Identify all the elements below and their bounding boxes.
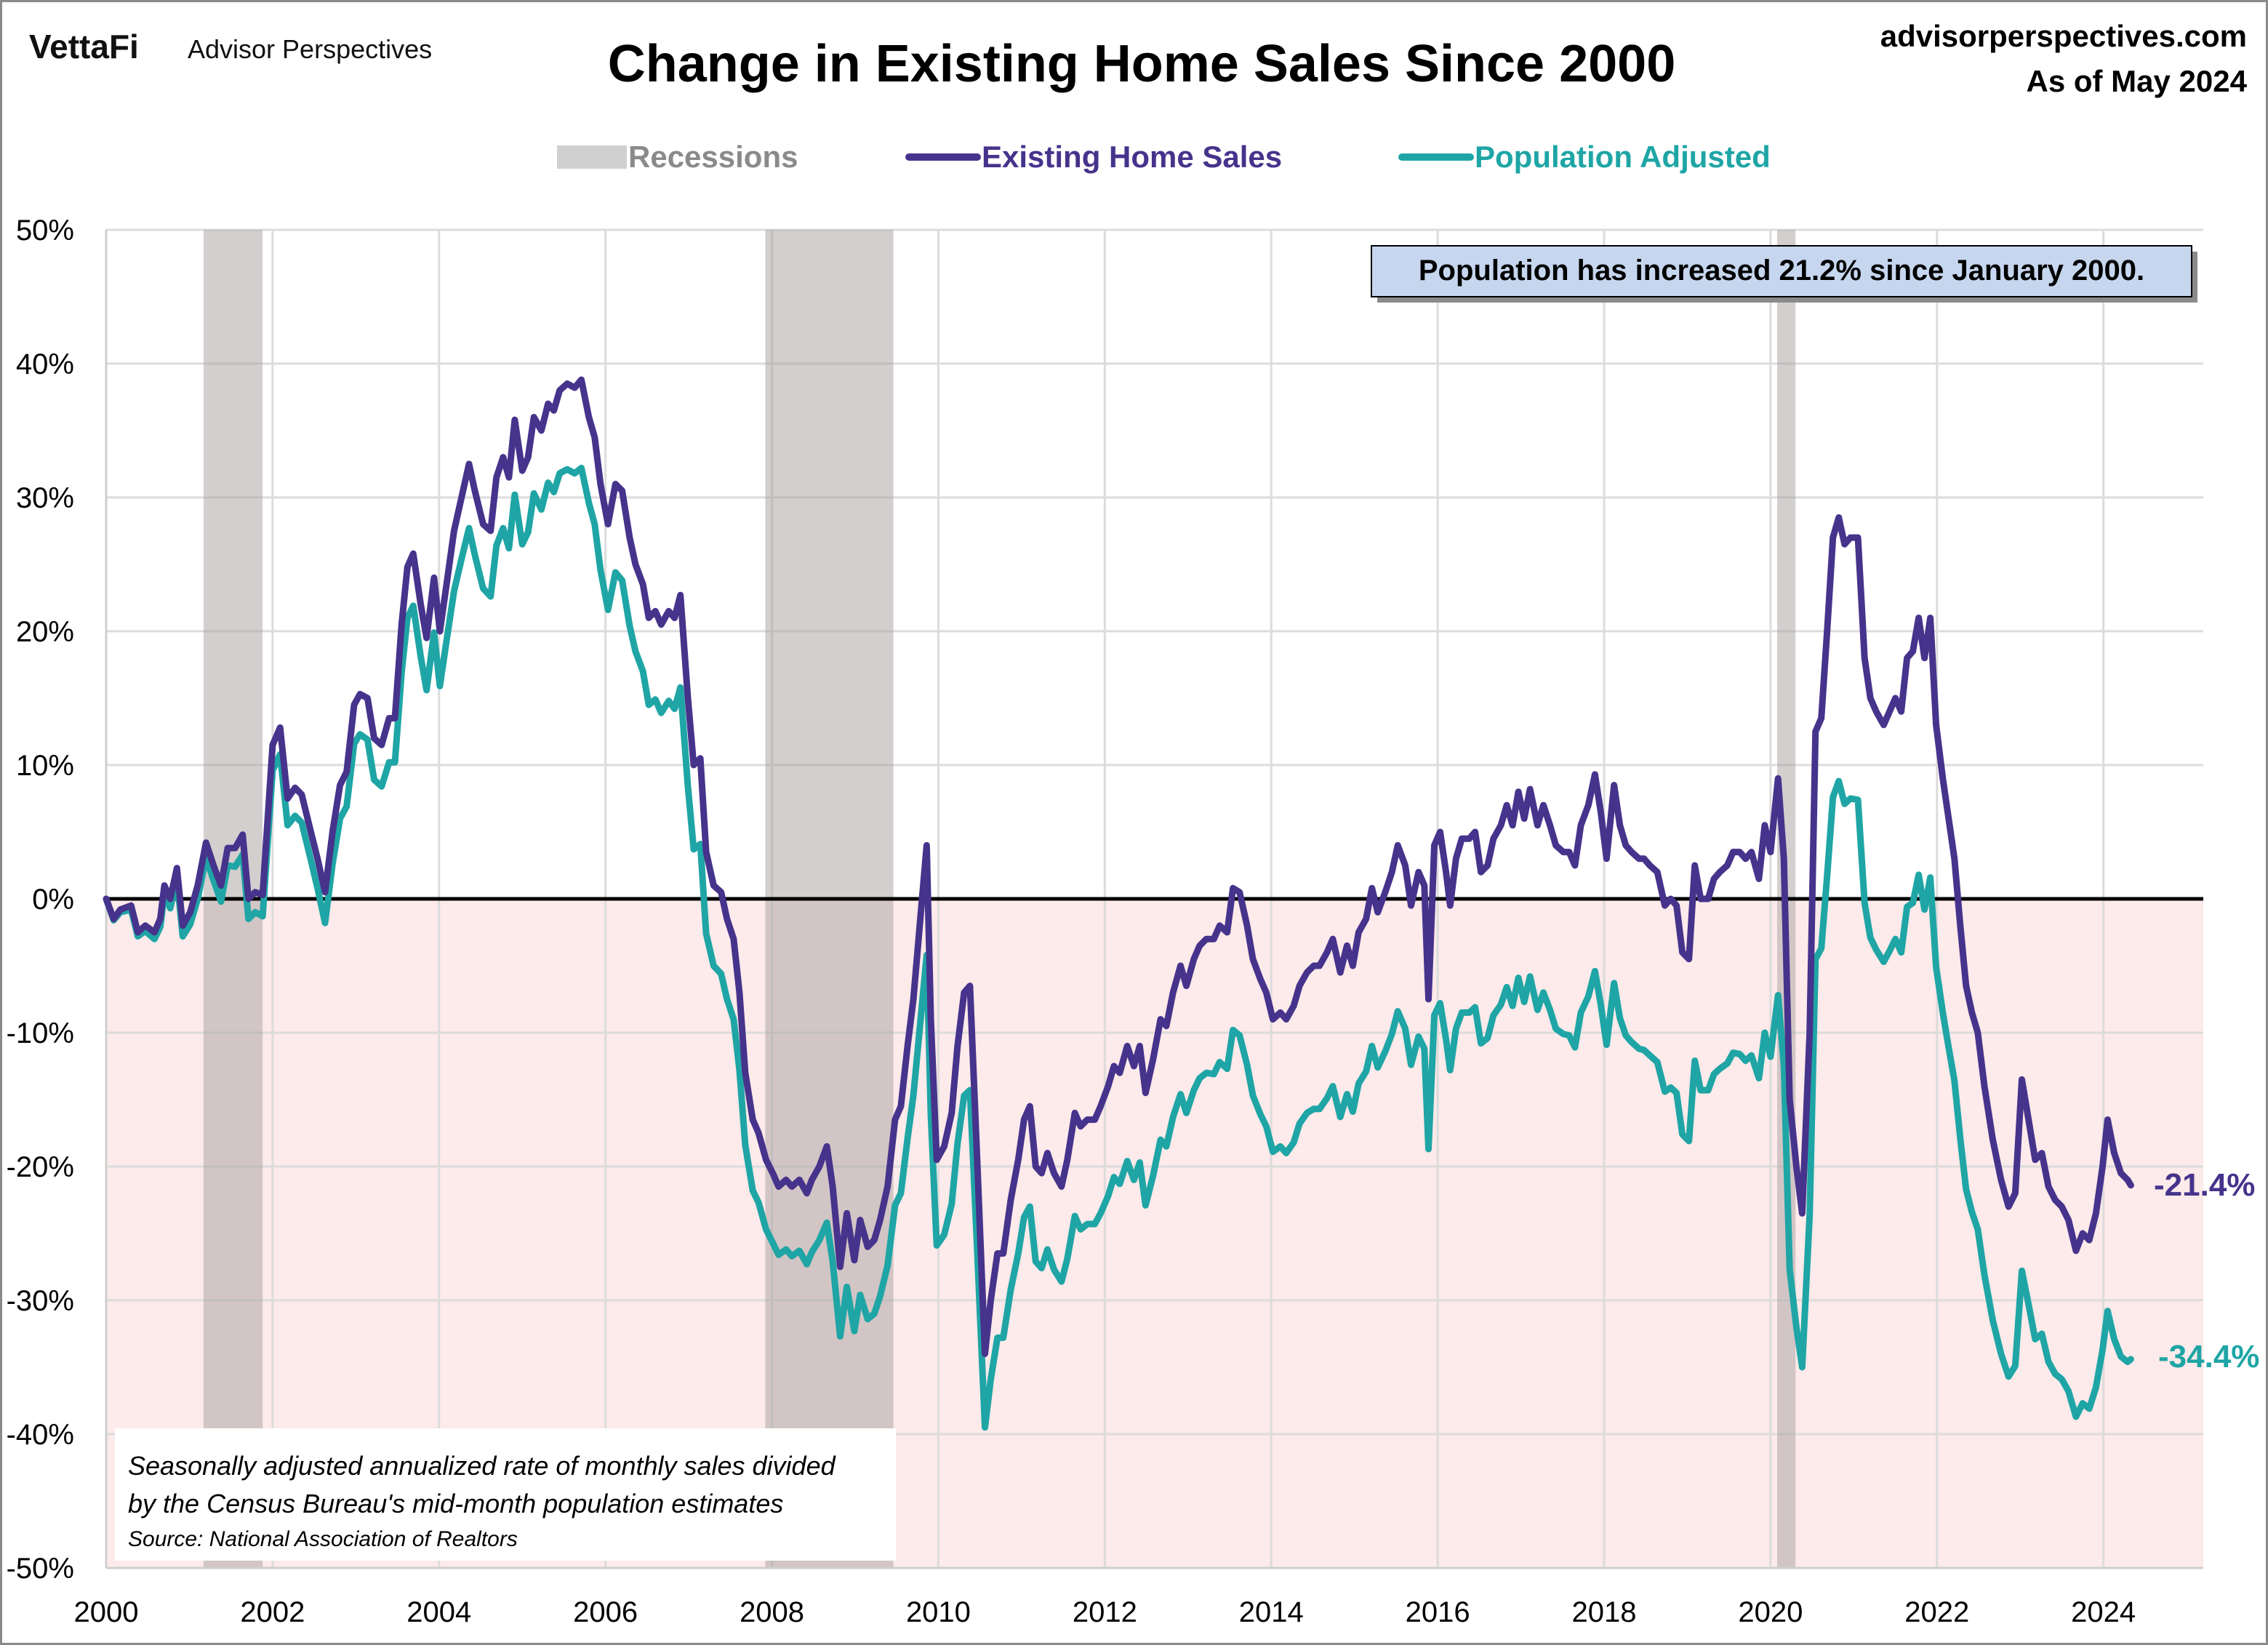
- population-annotation: Population has increased 21.2% since Jan…: [1371, 245, 2197, 303]
- x-tick-label: 2000: [74, 1596, 139, 1628]
- x-tick-label: 2002: [240, 1596, 305, 1628]
- x-tick-label: 2012: [1073, 1596, 1137, 1628]
- y-tick-label: 50%: [16, 215, 74, 247]
- y-tick-label: 40%: [16, 348, 74, 380]
- as-of-date: As of May 2024: [2027, 64, 2248, 98]
- website-label: advisorperspectives.com: [1880, 19, 2247, 53]
- legend-recessions-label: Recessions: [628, 140, 798, 174]
- existing-home-sales-line: [103, 376, 2134, 1358]
- plot-area: 50%40%30%20%10%0%-10%-20%-30%-40%-50%200…: [7, 215, 2203, 1628]
- legend-existing-label: Existing Home Sales: [982, 140, 1282, 174]
- existing-end-label: -21.4%: [2154, 1167, 2255, 1203]
- y-tick-label: -40%: [7, 1419, 74, 1451]
- footnote-line2: by the Census Bureau's mid-month populat…: [128, 1489, 783, 1518]
- x-tick-label: 2018: [1572, 1596, 1637, 1628]
- footnote: Seasonally adjusted annualized rate of m…: [115, 1428, 896, 1561]
- x-tick-label: 2024: [2071, 1596, 2136, 1628]
- x-tick-label: 2008: [740, 1596, 804, 1628]
- y-tick-label: -50%: [7, 1553, 74, 1585]
- y-tick-label: -20%: [7, 1151, 74, 1183]
- x-tick-label: 2020: [1738, 1596, 1803, 1628]
- footnote-box: [115, 1428, 896, 1561]
- annotation-text: Population has increased 21.2% since Jan…: [1419, 255, 2144, 287]
- y-tick-label: 30%: [16, 482, 74, 514]
- chart-title: Change in Existing Home Sales Since 2000: [608, 35, 1676, 93]
- x-tick-label: 2006: [573, 1596, 638, 1628]
- population-end-label: -34.4%: [2158, 1339, 2259, 1374]
- legend-recessions-swatch: [557, 145, 627, 169]
- x-tick-label: 2004: [406, 1596, 471, 1628]
- advisor-perspectives-logo: Advisor Perspectives: [188, 34, 432, 64]
- x-tick-label: 2022: [1904, 1596, 1969, 1628]
- footnote-source: Source: National Association of Realtors: [128, 1527, 518, 1551]
- x-tick-label: 2016: [1406, 1596, 1470, 1628]
- y-tick-label: 20%: [16, 616, 74, 648]
- x-tick-label: 2014: [1239, 1596, 1304, 1628]
- y-tick-label: 0%: [32, 884, 74, 916]
- x-tick-label: 2010: [906, 1596, 971, 1628]
- legend-population-label: Population Adjusted: [1475, 140, 1771, 174]
- y-tick-label: 10%: [16, 750, 74, 782]
- footnote-line1: Seasonally adjusted annualized rate of m…: [128, 1451, 836, 1481]
- y-tick-label: -10%: [7, 1017, 74, 1049]
- legend: Recessions Existing Home Sales Populatio…: [557, 140, 1771, 174]
- population-adjusted-line: [103, 465, 2134, 1431]
- y-tick-label: -30%: [7, 1285, 74, 1317]
- annotation-box: [1371, 245, 2192, 297]
- vettafi-logo: VettaFi: [29, 28, 139, 65]
